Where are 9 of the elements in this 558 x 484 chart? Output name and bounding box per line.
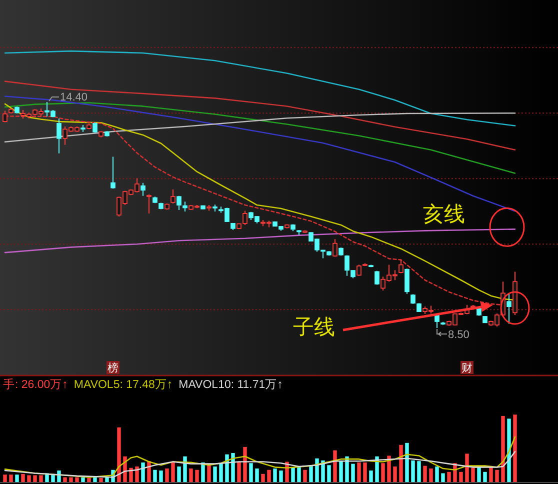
- series-name: MAVOL5: 17.48万↑: [74, 379, 173, 391]
- series-name: MAVOL10: 11.71万↑: [178, 379, 283, 391]
- annotation: 财: [460, 361, 474, 374]
- annotation: 8.50: [448, 329, 470, 341]
- annotation: 亥线: [423, 203, 465, 226]
- annotation: 14.40: [60, 92, 88, 104]
- annotation: 榜: [106, 361, 120, 374]
- series-name: 手: 26.00万↑: [3, 379, 68, 391]
- annotation: 子线: [293, 316, 335, 339]
